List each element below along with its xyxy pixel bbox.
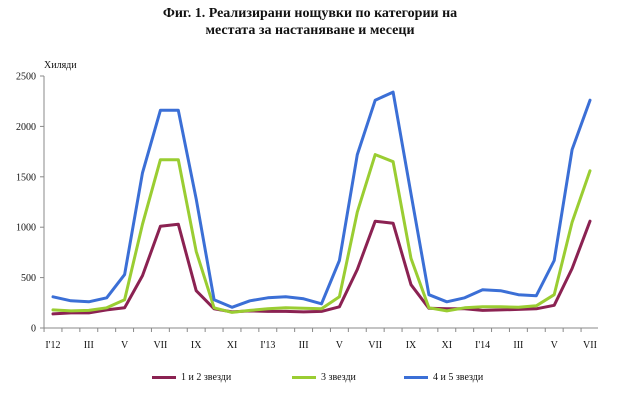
chart-title-line-2: местата за настаняване и месеци <box>205 23 415 38</box>
series-line-1 <box>51 219 592 316</box>
x-tick-label-6: I'13 <box>260 340 275 351</box>
x-tick-label-14: V <box>551 340 559 351</box>
y-tick-label-2000: 2000 <box>16 122 36 133</box>
x-tick-label-8: V <box>336 340 344 351</box>
legend-label-2: 3 звезди <box>321 371 356 383</box>
y-axis-label: Хиляди <box>44 60 77 71</box>
series-line-2 <box>51 153 592 314</box>
legend-item-2: 3 звезди <box>292 369 356 385</box>
x-tick-label-2: V <box>121 340 129 351</box>
y-tick-label-0: 0 <box>31 324 36 335</box>
x-tick-label-3: VII <box>153 340 167 351</box>
legend-item-1: 1 и 2 звезди <box>152 369 231 385</box>
series-line-3 <box>51 90 592 309</box>
legend-item-3: 4 и 5 звезди <box>404 369 483 385</box>
legend-swatch-1 <box>152 375 176 379</box>
x-tick-label-4: IX <box>191 340 202 351</box>
x-tick-label-15: VII <box>583 340 597 351</box>
legend: 1 и 2 звезди 3 звезди 4 и 5 звезди <box>0 369 620 385</box>
x-tick-label-1: III <box>84 340 94 351</box>
legend-swatch-2 <box>292 375 316 379</box>
y-tick-label-1000: 1000 <box>16 223 36 234</box>
x-tick-label-10: IX <box>406 340 417 351</box>
y-tick-label-2500: 2500 <box>16 72 36 83</box>
x-tick-label-11: XI <box>442 340 453 351</box>
x-tick-label-7: III <box>299 340 309 351</box>
x-tick-label-9: VII <box>368 340 382 351</box>
legend-label-1: 1 и 2 звезди <box>181 371 232 383</box>
chart-title-line-1: Фиг. 1. Реализирани нощувки по категории… <box>162 6 458 21</box>
y-tick-label-500: 500 <box>21 273 36 284</box>
legend-label-3: 4 и 5 звезди <box>433 371 484 383</box>
legend-swatch-3 <box>404 375 428 379</box>
chart-title: Фиг. 1. Реализирани нощувки по категории… <box>0 5 620 39</box>
x-tick-label-5: XI <box>227 340 238 351</box>
x-tick-label-13: III <box>513 340 523 351</box>
x-tick-label-12: I'14 <box>475 340 490 351</box>
y-tick-label-1500: 1500 <box>16 172 36 183</box>
x-tick-label-0: I'12 <box>45 340 60 351</box>
